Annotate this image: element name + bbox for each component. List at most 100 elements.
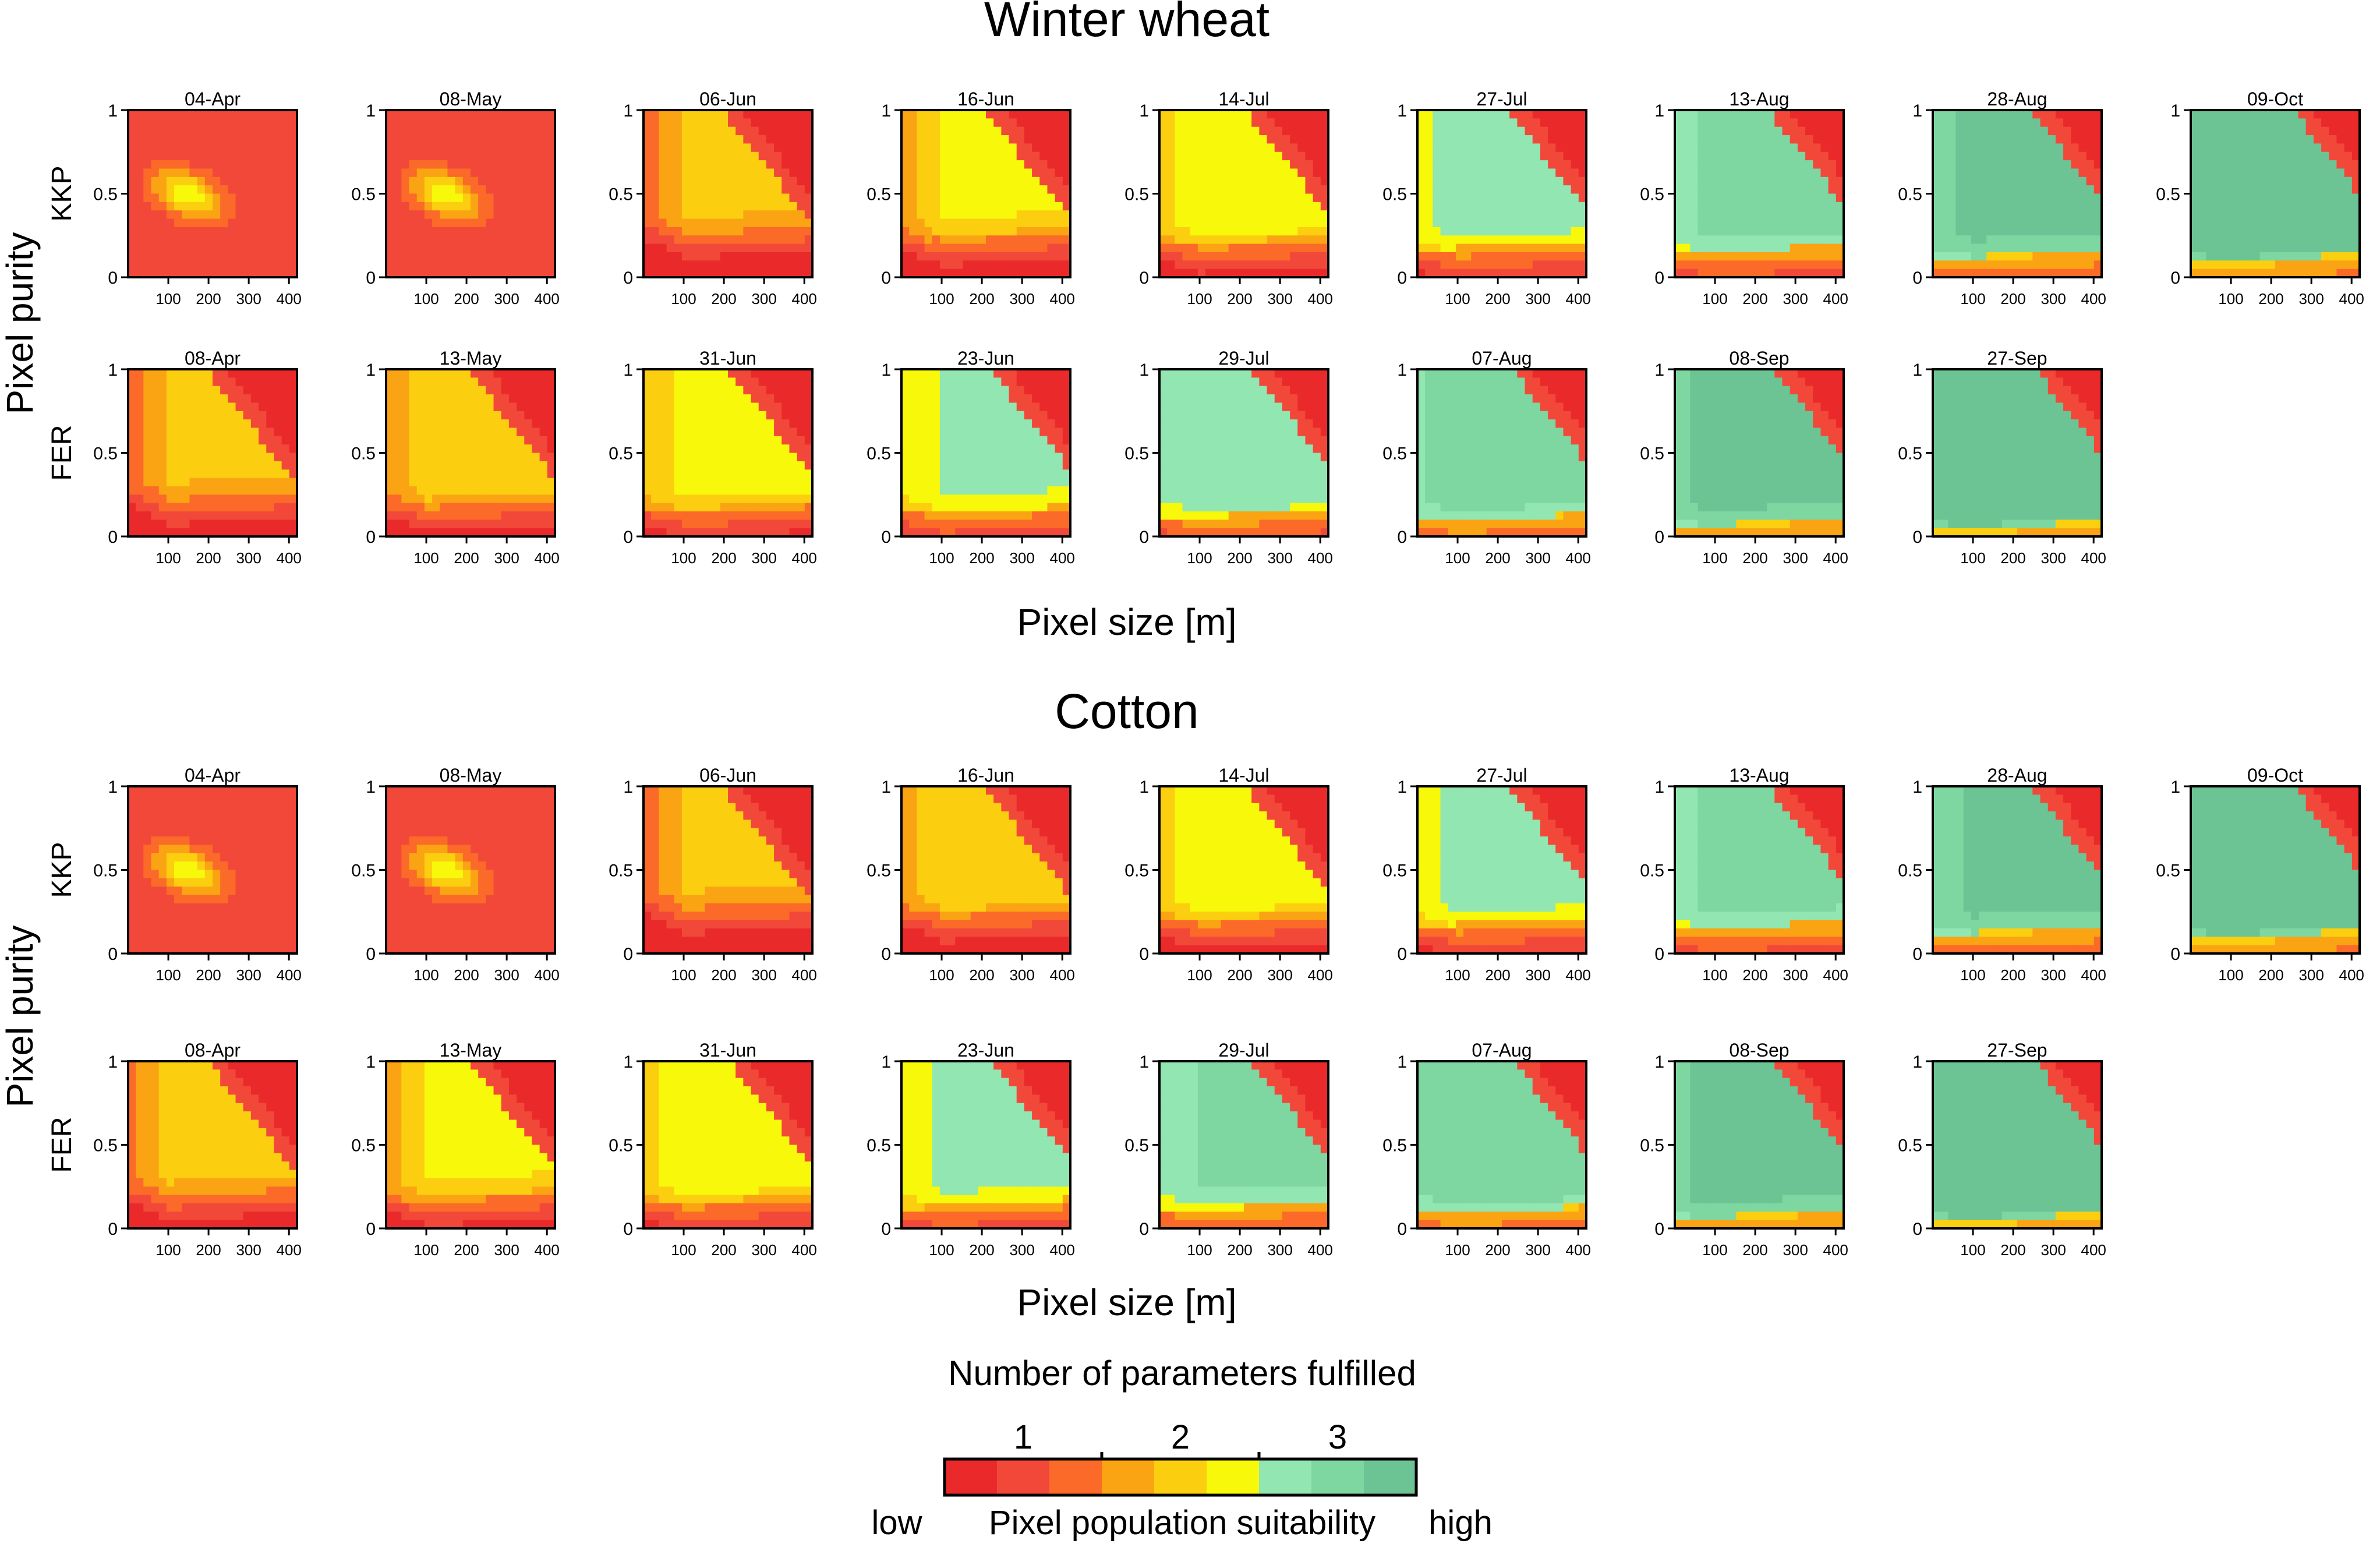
heat-cell xyxy=(213,218,221,228)
heat-cell xyxy=(386,160,394,169)
heat-cell xyxy=(471,520,479,529)
heat-cell xyxy=(804,151,813,161)
heat-cell xyxy=(517,118,525,128)
heat-cell xyxy=(2025,168,2033,178)
heat-cell xyxy=(1774,193,1783,203)
heat-cell xyxy=(1267,160,1275,169)
heat-cell xyxy=(197,176,206,186)
heat-cell xyxy=(1675,227,1683,236)
heat-cell xyxy=(2290,210,2299,220)
heat-cell xyxy=(1698,218,1706,228)
heat-cell xyxy=(1986,110,1995,119)
heat-cell xyxy=(462,210,471,220)
heat-cell xyxy=(128,269,136,278)
heat-cell xyxy=(1448,235,1456,245)
heat-cell xyxy=(274,235,282,245)
heat-cell xyxy=(1190,260,1198,270)
heat-cell xyxy=(517,528,525,537)
heat-cell xyxy=(2001,126,2010,136)
heat-cell xyxy=(424,394,433,403)
heat-cell xyxy=(432,151,440,161)
x-tick-label: 200 xyxy=(2258,290,2283,308)
heat-cell xyxy=(1001,151,1010,161)
heat-cell xyxy=(804,110,813,119)
heat-cell xyxy=(1009,243,1017,253)
heat-cell xyxy=(720,118,729,128)
heat-cell xyxy=(728,235,736,245)
heat-cell xyxy=(493,210,502,220)
heat-cell xyxy=(447,386,456,395)
heat-cell xyxy=(1471,176,1480,186)
heat-cell xyxy=(213,176,221,186)
heat-cell xyxy=(1205,193,1214,203)
heat-cell xyxy=(2351,218,2360,228)
heat-cell xyxy=(143,503,152,512)
heat-cell xyxy=(136,419,144,429)
heat-cell xyxy=(2221,168,2230,178)
heat-cell xyxy=(416,511,425,520)
heat-cell xyxy=(697,260,706,270)
heat-cell xyxy=(735,227,744,236)
heat-cell xyxy=(182,210,190,220)
heat-cell xyxy=(1705,135,1714,144)
heat-cell xyxy=(2047,218,2056,228)
heat-cell xyxy=(243,118,252,128)
heat-cell xyxy=(1933,202,1941,211)
heat-cell xyxy=(1425,185,1433,195)
heat-cell xyxy=(1751,160,1760,169)
heat-cell xyxy=(2001,118,2010,128)
heat-cell xyxy=(1159,168,1168,178)
heat-cell xyxy=(1690,160,1699,169)
heat-cell xyxy=(712,235,721,245)
heat-cell xyxy=(1767,252,1775,261)
heat-cell xyxy=(1471,168,1480,178)
heat-cell xyxy=(1933,110,1941,119)
heat-cell xyxy=(970,168,979,178)
heat-cell xyxy=(471,486,479,495)
heat-cell xyxy=(659,168,667,178)
heat-cell xyxy=(2093,193,2102,203)
heat-cell xyxy=(1259,252,1268,261)
heat-cell xyxy=(1971,143,1979,153)
heat-cell xyxy=(705,227,713,236)
heat-cell xyxy=(235,185,244,195)
heat-cell xyxy=(986,143,994,153)
heat-cell xyxy=(1782,260,1791,270)
heat-cell xyxy=(1039,151,1048,161)
heat-cell xyxy=(166,243,175,253)
heat-cell xyxy=(2040,193,2049,203)
heat-cell xyxy=(1820,235,1829,245)
heat-cell xyxy=(1736,210,1745,220)
heat-cell xyxy=(143,411,152,420)
heat-cell xyxy=(2213,227,2222,236)
heat-cell xyxy=(1555,110,1564,119)
heat-cell xyxy=(174,461,182,470)
heat-cell xyxy=(508,528,517,537)
heat-cell xyxy=(728,126,736,136)
heat-cell xyxy=(1548,193,1556,203)
heat-cell xyxy=(471,143,479,153)
heat-cell xyxy=(2329,218,2337,228)
heat-cell xyxy=(213,402,221,412)
heat-cell xyxy=(235,193,244,203)
heat-cell xyxy=(1774,110,1783,119)
heat-cell xyxy=(2259,176,2268,186)
heat-cell xyxy=(508,185,517,195)
heat-cell xyxy=(2047,160,2056,169)
heat-cell xyxy=(394,227,402,236)
heat-cell xyxy=(1274,252,1283,261)
heat-cell xyxy=(158,369,167,378)
heat-cell xyxy=(2001,110,2010,119)
heat-cell xyxy=(394,394,402,403)
heat-cell xyxy=(1197,135,1206,144)
heat-cell xyxy=(1790,218,1798,228)
heat-cell xyxy=(1159,193,1168,203)
heat-cell xyxy=(1297,252,1306,261)
heat-cell xyxy=(2329,110,2337,119)
heat-cell xyxy=(281,461,290,470)
heat-cell xyxy=(1175,235,1183,245)
heat-cell xyxy=(804,252,813,261)
heat-cell xyxy=(1540,168,1548,178)
heat-cell xyxy=(409,143,418,153)
heat-cell xyxy=(1767,168,1775,178)
